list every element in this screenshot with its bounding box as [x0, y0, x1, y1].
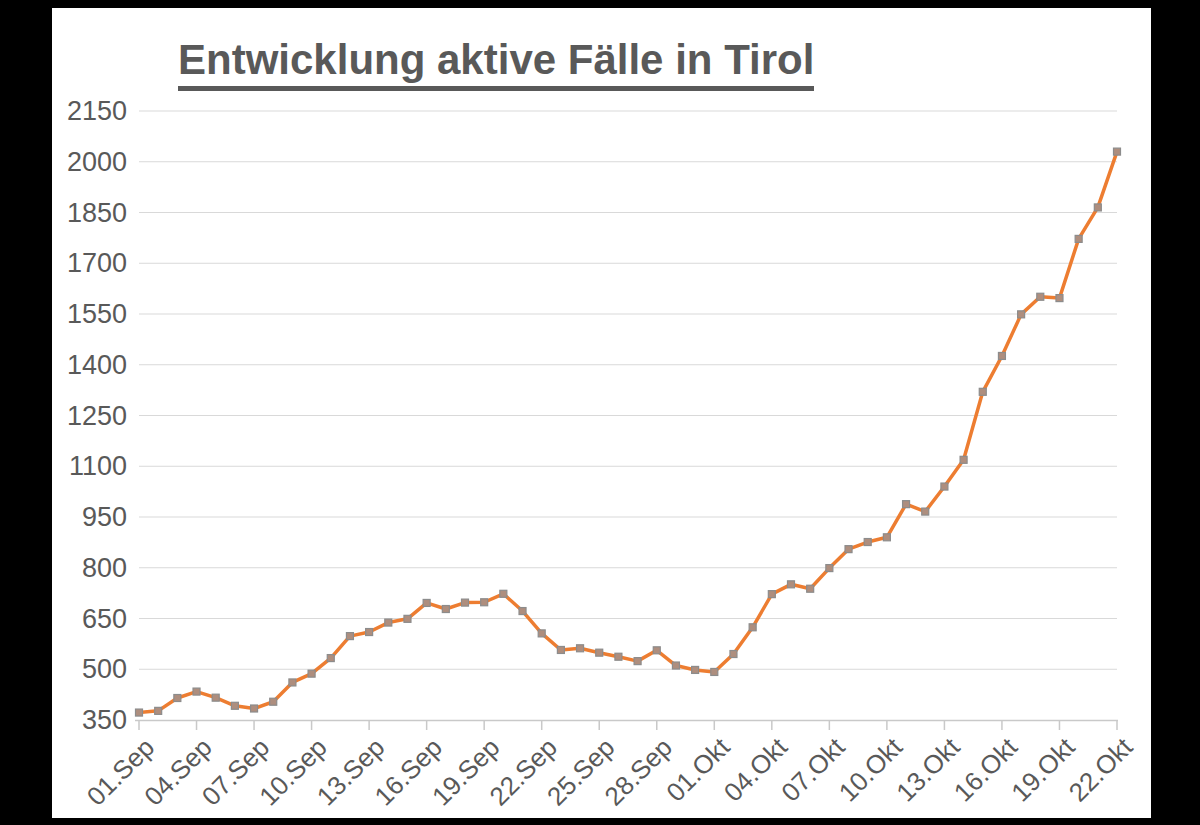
- chart-area: Entwicklung aktive Fälle in Tirol: [52, 8, 1151, 818]
- chart-title: Entwicklung aktive Fälle in Tirol: [178, 36, 814, 91]
